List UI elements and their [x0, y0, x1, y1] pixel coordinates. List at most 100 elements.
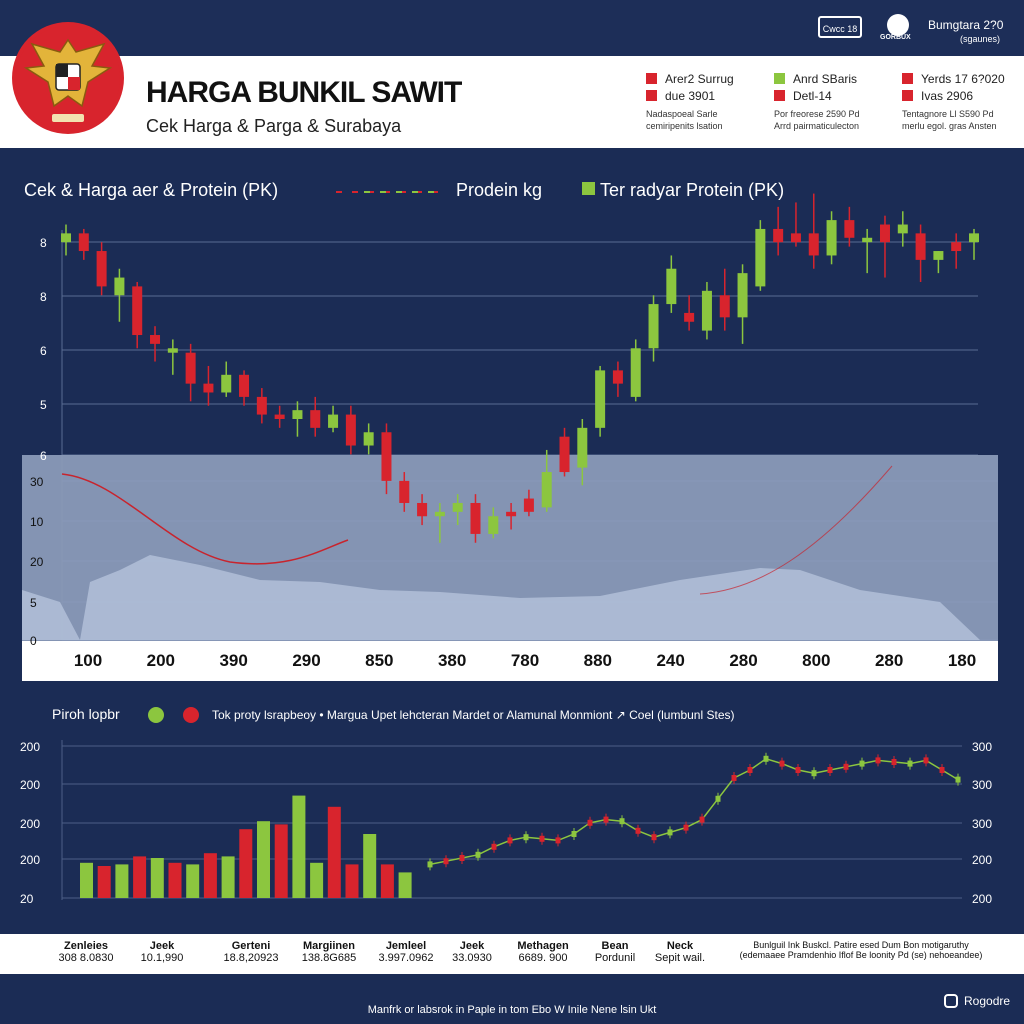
x-tick-label: 180 — [948, 651, 976, 670]
point-marker — [955, 776, 961, 783]
legend-swatch — [902, 73, 913, 84]
candle-body — [470, 502, 481, 534]
candle-body — [666, 268, 677, 305]
point-marker — [651, 834, 657, 841]
legend-swatch — [902, 90, 913, 101]
instagram-handle[interactable]: Rogodre — [944, 994, 1010, 1008]
y-tick-label-right: 200 — [972, 892, 992, 906]
legend-note: Arrd pairmaticulecton — [774, 121, 860, 131]
point-marker — [555, 837, 561, 844]
x-tick-label: 380 — [438, 651, 466, 670]
header-banner — [0, 56, 1024, 148]
summary-header: Jemleel — [385, 940, 427, 952]
y-tick-label-left: 20 — [20, 892, 34, 906]
garuda-emblem-icon — [12, 22, 124, 134]
point-marker — [571, 831, 577, 837]
bar — [292, 795, 306, 898]
summary-cell: Bean Pordunil — [590, 940, 640, 964]
summary-cell: Neck Sepit wail. — [650, 940, 710, 964]
legend-swatch — [774, 90, 785, 101]
candle-body — [915, 233, 926, 260]
point-marker — [827, 767, 833, 773]
candle-body — [790, 233, 801, 243]
trend-line — [61, 473, 349, 565]
bar — [80, 862, 93, 898]
candle-body — [737, 273, 748, 318]
chart-title: Cek & Harga aer & Protein (PK) — [24, 180, 278, 200]
candle-body — [132, 286, 143, 336]
y-tick-label-left: 200 — [20, 853, 40, 867]
point-marker — [587, 819, 593, 826]
candle-body — [96, 251, 107, 287]
summary-cell: Margiinen 138.8G685 — [284, 940, 374, 964]
y-tick-label-right: 200 — [972, 853, 992, 867]
point-marker — [843, 763, 849, 770]
candle-body — [363, 432, 374, 446]
point-marker — [811, 770, 817, 777]
bar — [203, 853, 217, 898]
candle-body — [417, 502, 428, 517]
candle-body — [310, 410, 321, 428]
candle-body — [167, 348, 178, 353]
candle-body — [612, 370, 623, 384]
x-tick-label: 800 — [802, 651, 830, 670]
legend-dot-green — [148, 707, 164, 723]
point-marker — [699, 816, 705, 823]
legend-note: merlu egol. gras Ansten — [902, 121, 997, 131]
summary-table: Zenleies 308 8.0830 Jeek 10.1,990 Gerteni 18.… — [0, 934, 1024, 974]
summary-value: 138.8G685 — [301, 952, 357, 964]
legend-swatch — [646, 73, 657, 84]
bar — [97, 866, 111, 898]
point-marker — [523, 834, 529, 841]
summary-cell: Methagen 6689. 900 — [508, 940, 578, 964]
x-tick-label: 200 — [147, 651, 175, 670]
legend-swatch — [774, 73, 785, 84]
y-tick-label: 0 — [30, 634, 37, 648]
y-tick-label-right: 300 — [972, 778, 992, 792]
point-marker — [459, 855, 465, 861]
page-title: HARGA BUNKIL SAWIT — [146, 76, 462, 109]
candle-body — [933, 251, 944, 260]
bar — [221, 856, 235, 898]
summary-value: 6689. 900 — [518, 952, 568, 964]
point-marker — [715, 795, 721, 802]
header-legend-1: Arer2 Surrug due 3901 Nadaspoeal Sarle ce… — [646, 70, 734, 132]
summary-value: 3.997.0962 — [378, 952, 434, 964]
x-tick-label: 850 — [365, 651, 393, 670]
point-marker — [635, 827, 641, 834]
x-axis-band — [22, 641, 998, 681]
candle-body — [897, 224, 908, 234]
legend-label: due 3901 — [665, 88, 716, 103]
point-marker — [619, 818, 625, 825]
point-marker — [491, 843, 497, 850]
candle-body — [203, 383, 214, 393]
bar — [363, 834, 377, 898]
point-marker — [731, 775, 737, 781]
candle-body — [452, 502, 463, 512]
legend-label: Yerds 17 6?020 — [921, 71, 1005, 86]
candle-body — [844, 220, 855, 238]
top-right-sublabel: (sgaunes) — [960, 34, 1001, 44]
legend-label: Detl-14 — [793, 88, 832, 103]
legend-dot-red — [183, 707, 199, 723]
candle-body — [345, 414, 356, 446]
summary-cell: Jeek 33.0930 — [452, 940, 492, 964]
legend-bar-swatch — [582, 182, 595, 195]
x-tick-label: 880 — [584, 651, 612, 670]
candle-body — [969, 233, 979, 243]
bar — [168, 862, 182, 898]
candle-body — [577, 427, 588, 468]
summary-cell: Jeek 10.1,990 — [132, 940, 192, 964]
page-subtitle: Cek Harga & Parga & Surabaya — [146, 116, 402, 136]
bar — [274, 824, 288, 898]
summary-header: Gerteni — [231, 940, 271, 952]
candle-body — [221, 374, 232, 393]
candle-body — [559, 436, 570, 473]
legend-label: Anrd SBaris — [793, 71, 858, 86]
top-right-label: Bumgtara 2?0 — [928, 18, 1004, 32]
summary-header: Methagen — [517, 940, 569, 952]
candle-body — [879, 224, 890, 243]
point-marker — [683, 824, 689, 831]
legend-line-label: Prodein kg — [456, 180, 542, 200]
point-marker — [939, 767, 945, 773]
